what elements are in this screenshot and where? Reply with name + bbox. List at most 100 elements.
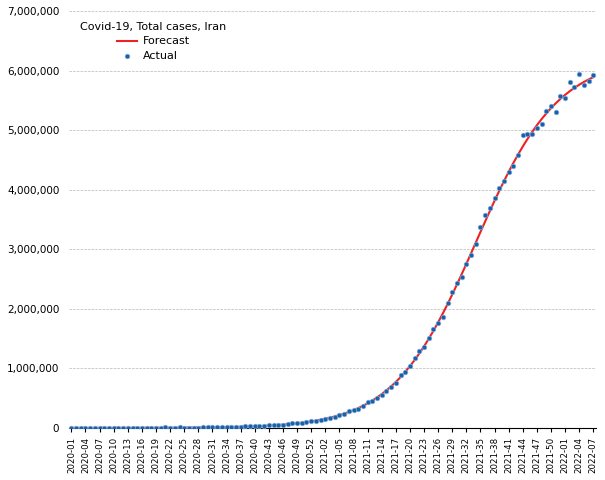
Actual — [344, 408, 354, 415]
Actual — [184, 424, 194, 432]
Actual — [551, 108, 560, 116]
Actual — [565, 78, 575, 86]
Actual — [306, 418, 316, 425]
Actual — [109, 424, 119, 432]
Actual — [226, 423, 236, 431]
Actual — [95, 424, 105, 432]
Actual — [518, 131, 528, 139]
Actual — [485, 204, 495, 212]
Actual — [504, 168, 514, 176]
Actual — [584, 77, 594, 85]
Actual — [236, 423, 246, 431]
Actual — [414, 348, 424, 355]
Actual — [203, 424, 212, 432]
Actual — [579, 81, 589, 89]
Actual — [217, 424, 227, 432]
Actual — [283, 420, 293, 428]
Actual — [405, 362, 415, 370]
Actual — [560, 95, 570, 102]
Actual — [273, 421, 283, 429]
Actual — [335, 411, 344, 419]
Actual — [532, 124, 541, 132]
Actual — [198, 423, 208, 431]
Actual — [287, 420, 297, 427]
Actual — [142, 424, 151, 432]
Actual — [212, 423, 222, 431]
Actual — [363, 398, 373, 406]
Actual — [325, 414, 335, 421]
Legend: Forecast, Actual: Forecast, Actual — [74, 16, 232, 67]
Actual — [175, 423, 185, 431]
Actual — [316, 416, 325, 423]
Actual — [151, 424, 161, 432]
Actual — [367, 397, 377, 405]
Actual — [401, 368, 410, 376]
Actual — [137, 424, 147, 432]
Actual — [438, 313, 448, 321]
Forecast — [472, 240, 479, 246]
Actual — [424, 335, 434, 342]
Forecast — [420, 344, 428, 349]
Actual — [589, 72, 598, 79]
Actual — [255, 422, 264, 430]
Actual — [489, 194, 499, 202]
Actual — [480, 212, 490, 219]
Actual — [509, 162, 518, 170]
Actual — [160, 423, 170, 431]
Actual — [250, 422, 260, 430]
Actual — [377, 391, 387, 399]
Actual — [358, 402, 368, 410]
Actual — [297, 419, 307, 427]
Actual — [499, 178, 509, 185]
Actual — [76, 424, 86, 432]
Actual — [523, 131, 532, 138]
Actual — [67, 424, 76, 432]
Actual — [90, 424, 100, 432]
Actual — [574, 70, 584, 78]
Actual — [118, 424, 128, 432]
Actual — [146, 424, 156, 432]
Actual — [241, 422, 250, 430]
Actual — [165, 424, 175, 432]
Forecast — [590, 74, 597, 80]
Actual — [128, 424, 137, 432]
Actual — [80, 424, 90, 432]
Actual — [278, 421, 288, 429]
Actual — [476, 223, 485, 231]
Actual — [466, 252, 476, 259]
Actual — [260, 422, 269, 430]
Actual — [457, 273, 466, 281]
Forecast — [571, 85, 578, 91]
Actual — [330, 413, 339, 421]
Actual — [269, 421, 278, 429]
Actual — [462, 261, 471, 268]
Actual — [132, 424, 142, 432]
Actual — [292, 420, 302, 427]
Actual — [541, 108, 551, 115]
Actual — [221, 423, 231, 431]
Actual — [537, 120, 546, 128]
Actual — [245, 422, 255, 430]
Actual — [448, 288, 457, 296]
Actual — [570, 83, 580, 91]
Actual — [189, 424, 198, 432]
Actual — [513, 151, 523, 159]
Actual — [372, 394, 382, 402]
Actual — [99, 424, 109, 432]
Actual — [555, 92, 565, 100]
Actual — [208, 424, 217, 432]
Actual — [156, 424, 166, 432]
Forecast — [359, 403, 367, 409]
Actual — [85, 424, 95, 432]
Actual — [170, 424, 180, 432]
Actual — [348, 407, 358, 414]
Forecast — [444, 301, 451, 307]
Actual — [386, 383, 396, 391]
Actual — [104, 424, 114, 432]
Actual — [546, 102, 556, 110]
Actual — [114, 424, 123, 432]
Forecast — [68, 425, 75, 431]
Actual — [494, 184, 504, 192]
Actual — [264, 421, 273, 429]
Actual — [339, 410, 349, 418]
